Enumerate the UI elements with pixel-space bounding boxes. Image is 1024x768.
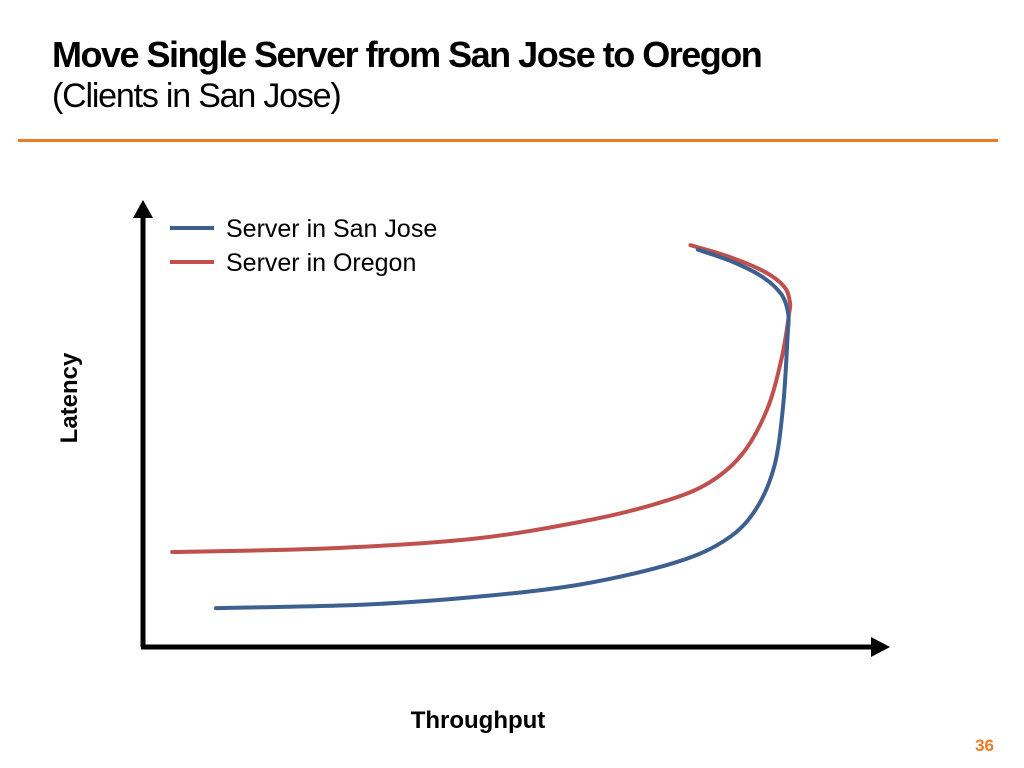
- series-line-oregon: [170, 243, 793, 554]
- slide-subtitle: (Clients in San Jose): [52, 77, 342, 115]
- series-layer: [170, 243, 793, 611]
- series-line-san-jose: [214, 247, 791, 611]
- page-number: 36: [975, 736, 994, 755]
- x-axis-arrowhead: [871, 637, 890, 657]
- slide-title: Move Single Server from San Jose to Oreg…: [52, 34, 763, 75]
- y-axis-label: Latency: [56, 352, 83, 443]
- title-divider: [18, 139, 998, 142]
- x-axis-label: Throughput: [411, 707, 546, 734]
- chart-legend: Server in San Jose Server in Oregon: [170, 215, 437, 277]
- legend-label-oregon: Server in Oregon: [226, 249, 416, 277]
- y-axis-arrowhead: [133, 200, 153, 218]
- legend-label-san-jose: Server in San Jose: [226, 215, 437, 243]
- chart-axes: [133, 200, 890, 657]
